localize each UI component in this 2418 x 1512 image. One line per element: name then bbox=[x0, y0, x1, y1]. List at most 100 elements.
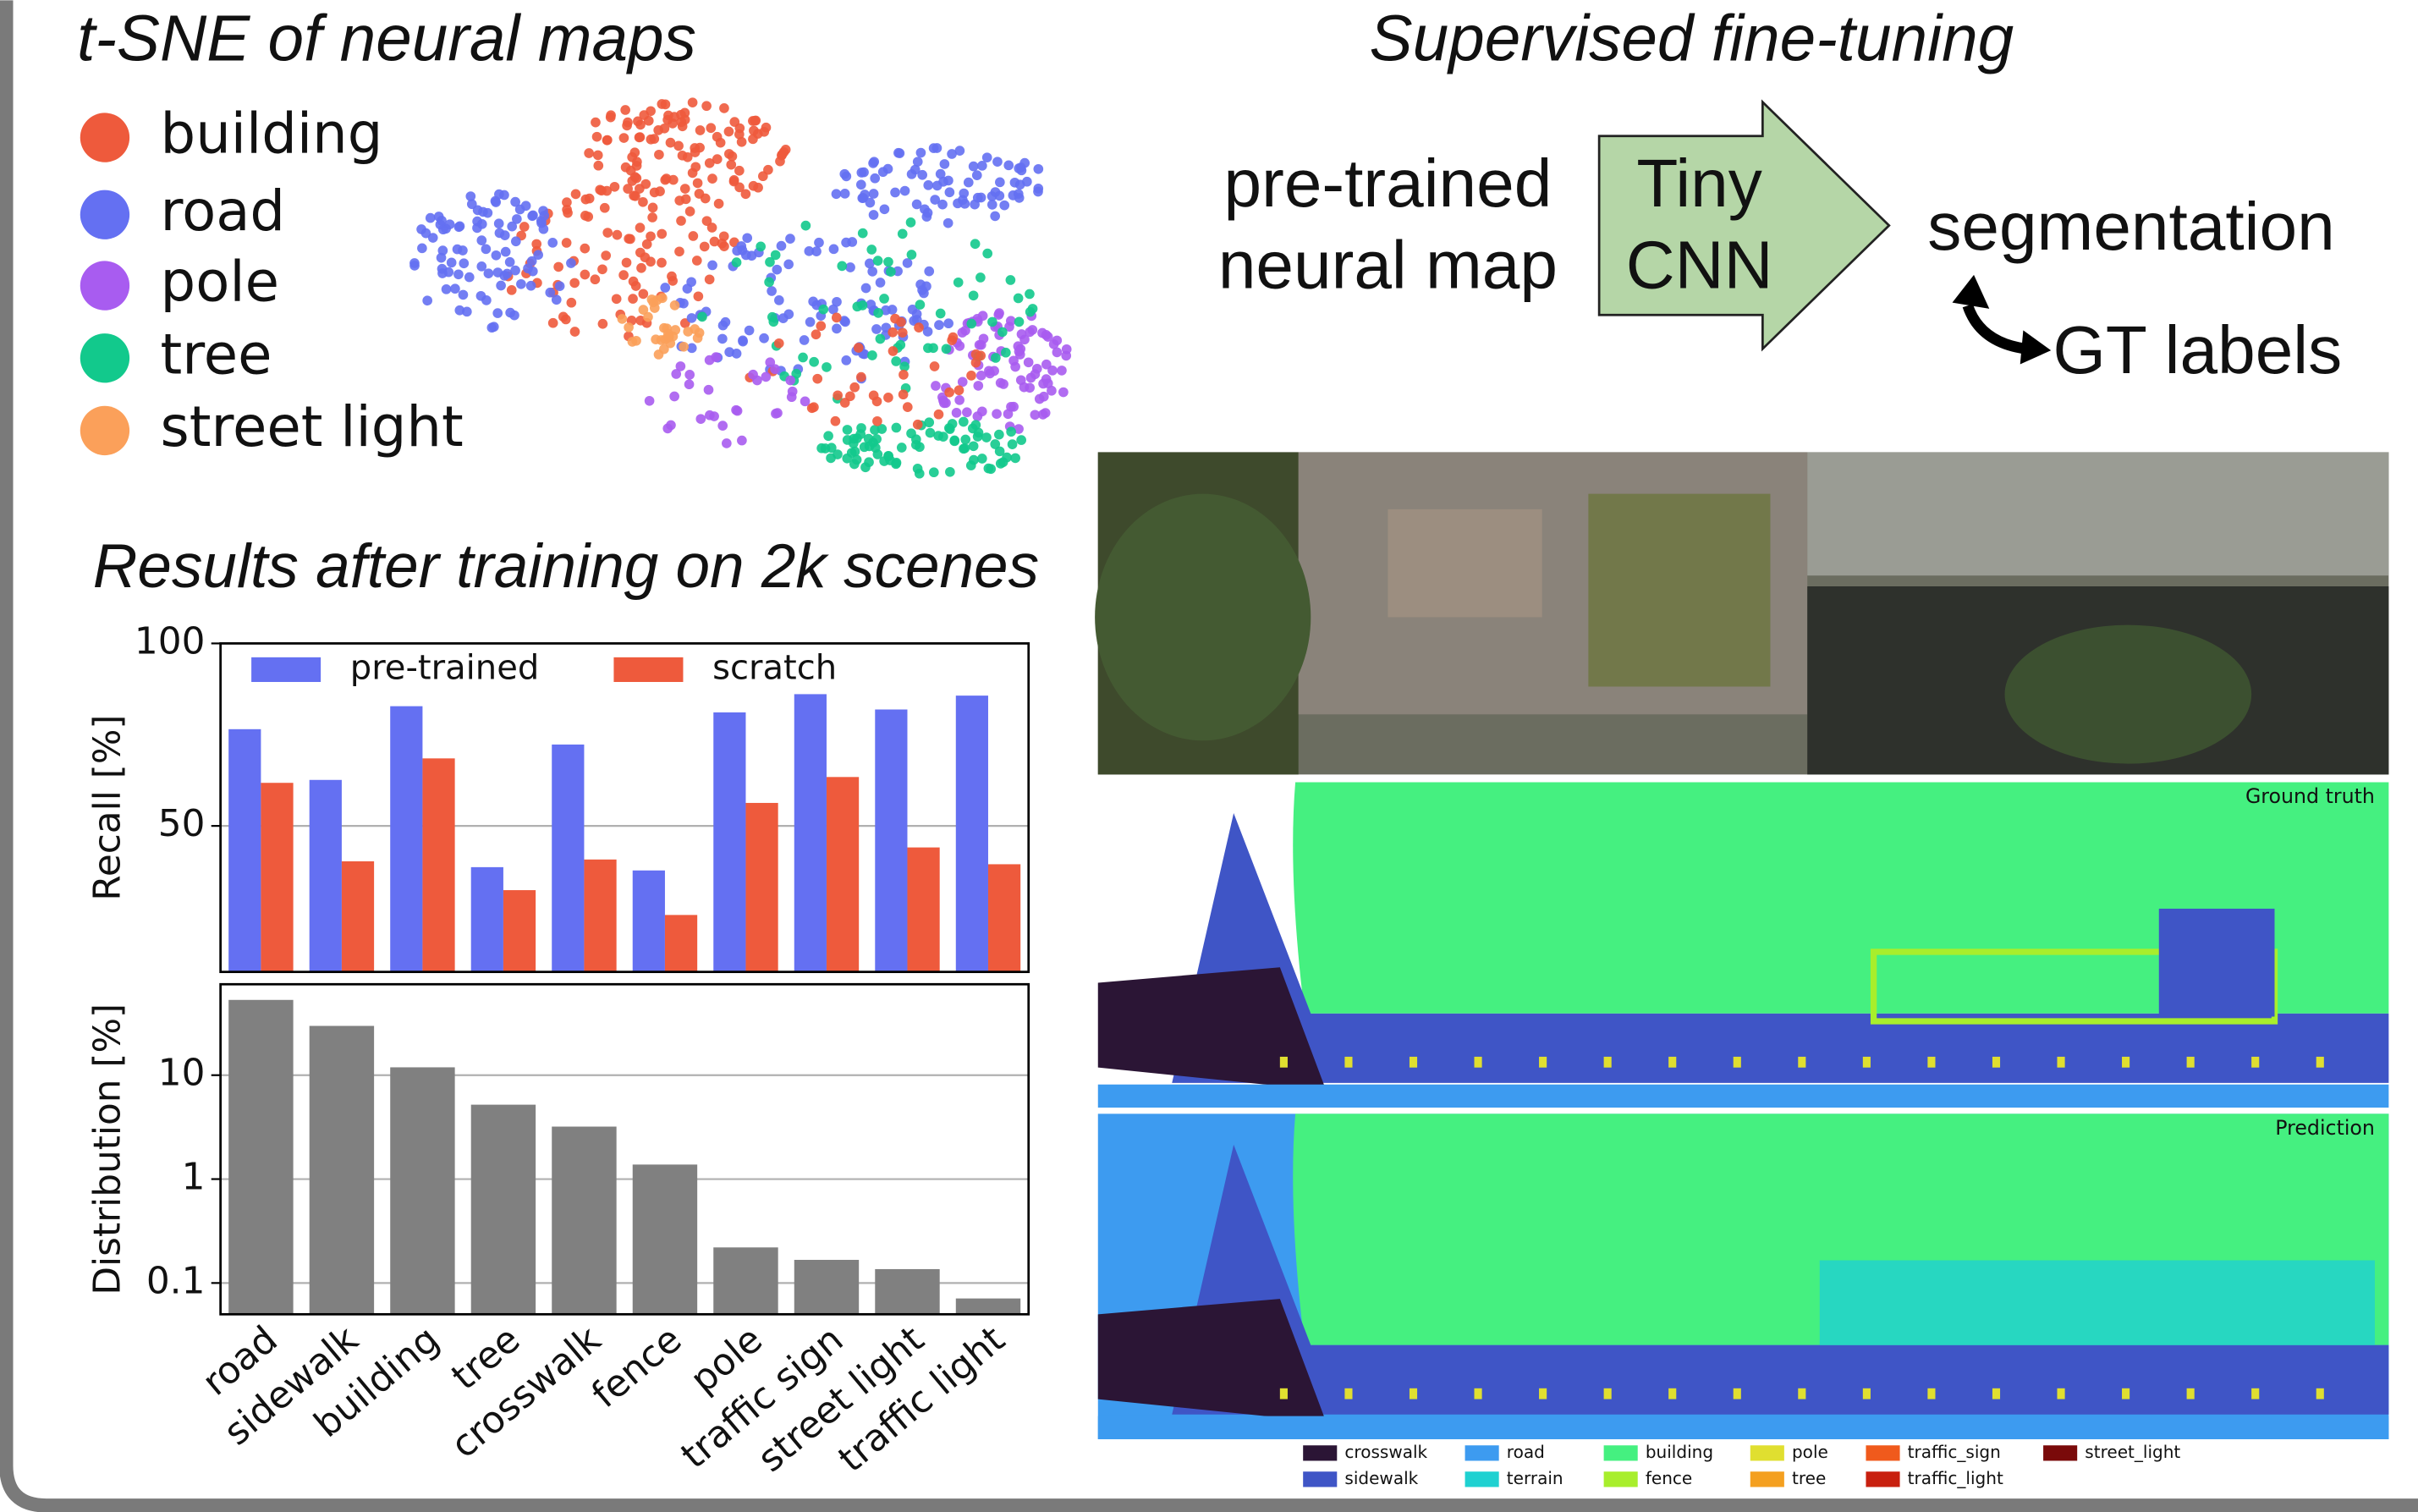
tsne-point bbox=[581, 195, 591, 205]
bar bbox=[584, 860, 616, 972]
tsne-point bbox=[583, 212, 593, 222]
tsne-point bbox=[676, 216, 686, 226]
tsne-point bbox=[767, 312, 778, 322]
tsne-point bbox=[888, 305, 898, 315]
seg-legend-swatch bbox=[1465, 1471, 1499, 1487]
tsne-point bbox=[1014, 317, 1025, 327]
tsne-point bbox=[732, 349, 742, 359]
tsne-point bbox=[906, 217, 916, 228]
tsne-point bbox=[772, 408, 783, 418]
tsne-point bbox=[812, 374, 822, 384]
tsne-point bbox=[477, 219, 487, 229]
tsne-point bbox=[969, 290, 979, 300]
seg-legend-label: building bbox=[1646, 1442, 1713, 1462]
bar bbox=[422, 758, 454, 971]
tsne-point bbox=[719, 103, 729, 113]
seg-road bbox=[1098, 1416, 2389, 1439]
tsne-point bbox=[873, 256, 883, 266]
tsne-point bbox=[944, 388, 954, 398]
bar bbox=[875, 710, 907, 972]
tsne-point bbox=[899, 370, 909, 380]
tsne-point bbox=[454, 305, 464, 316]
tsne-point bbox=[971, 349, 981, 360]
tsne-point bbox=[837, 261, 847, 272]
tsne-point bbox=[841, 355, 851, 366]
tsne-point bbox=[597, 264, 607, 274]
tsne-point bbox=[494, 218, 504, 228]
tsne-point bbox=[688, 97, 698, 107]
tsne-point bbox=[1043, 332, 1053, 342]
tsne-point bbox=[934, 410, 944, 420]
tsne-point bbox=[992, 409, 1002, 419]
tsne-point bbox=[978, 311, 988, 321]
tsne-point bbox=[785, 376, 795, 386]
tsne-point bbox=[481, 295, 492, 305]
tsne-point bbox=[653, 125, 663, 135]
tsne-point bbox=[937, 200, 948, 210]
tsne-point bbox=[606, 113, 616, 123]
tsne-point bbox=[701, 101, 712, 111]
tsne-point bbox=[680, 184, 690, 194]
bar bbox=[794, 1260, 859, 1314]
tsne-point bbox=[665, 338, 675, 349]
seg-legend-label: traffic_sign bbox=[1908, 1442, 2001, 1462]
tsne-point bbox=[1057, 366, 1067, 376]
tsne-point bbox=[516, 279, 526, 289]
seg-terrain bbox=[1820, 1261, 2375, 1345]
legend-marker bbox=[80, 190, 129, 239]
model-label: Tiny bbox=[1636, 145, 1762, 221]
tsne-point bbox=[1001, 348, 1011, 358]
bar bbox=[310, 780, 342, 972]
tsne-point bbox=[931, 381, 941, 391]
tsne-point bbox=[761, 372, 771, 382]
tsne-point bbox=[839, 169, 849, 179]
tsne-point bbox=[783, 260, 794, 270]
tsne-point bbox=[1016, 375, 1026, 385]
tsne-point bbox=[977, 161, 987, 171]
tsne-point bbox=[569, 278, 580, 289]
tsne-point bbox=[683, 283, 693, 294]
tsne-point bbox=[692, 256, 702, 266]
tsne-point bbox=[850, 447, 860, 457]
tsne-point bbox=[767, 286, 777, 296]
tsne-point bbox=[626, 166, 636, 176]
tsne-point bbox=[1006, 426, 1016, 437]
tsne-point bbox=[716, 138, 726, 148]
tsne-point bbox=[840, 189, 850, 199]
tsne-point bbox=[781, 145, 791, 155]
tsne-point bbox=[994, 308, 1004, 318]
legend-label: building bbox=[161, 102, 383, 167]
seg-pole bbox=[2251, 1388, 2259, 1399]
seg-pole bbox=[1410, 1388, 1417, 1399]
tsne-point bbox=[952, 408, 962, 418]
seg-legend-swatch bbox=[1866, 1471, 1899, 1487]
tsne-point bbox=[898, 229, 908, 239]
tsne-point bbox=[707, 261, 717, 271]
tsne-point bbox=[684, 379, 695, 389]
bar bbox=[956, 696, 988, 972]
tsne-point bbox=[648, 297, 658, 307]
tsne-point bbox=[679, 342, 689, 352]
tsne-point bbox=[765, 357, 775, 367]
tsne-point bbox=[913, 157, 923, 167]
tsne-point bbox=[833, 449, 843, 459]
bar bbox=[907, 848, 939, 972]
tsne-point bbox=[515, 205, 525, 215]
seg-legend-swatch bbox=[1465, 1445, 1499, 1460]
tsne-point bbox=[906, 428, 916, 438]
tsne-point bbox=[899, 389, 909, 399]
tsne-point bbox=[1033, 164, 1043, 174]
tsne-point bbox=[662, 115, 673, 125]
seg-pole bbox=[1863, 1057, 1871, 1068]
tsne-point bbox=[724, 127, 734, 137]
tsne-point bbox=[943, 318, 953, 328]
tsne-point bbox=[990, 212, 1000, 222]
tsne-point bbox=[945, 467, 955, 477]
seg-pole bbox=[1475, 1388, 1482, 1399]
tsne-point bbox=[903, 258, 913, 268]
tsne-point bbox=[998, 457, 1008, 467]
tsne-point bbox=[818, 305, 828, 315]
seg-sidewalk bbox=[2159, 909, 2275, 1017]
segmentation-panels bbox=[1098, 782, 2389, 1438]
tsne-point bbox=[975, 272, 986, 283]
